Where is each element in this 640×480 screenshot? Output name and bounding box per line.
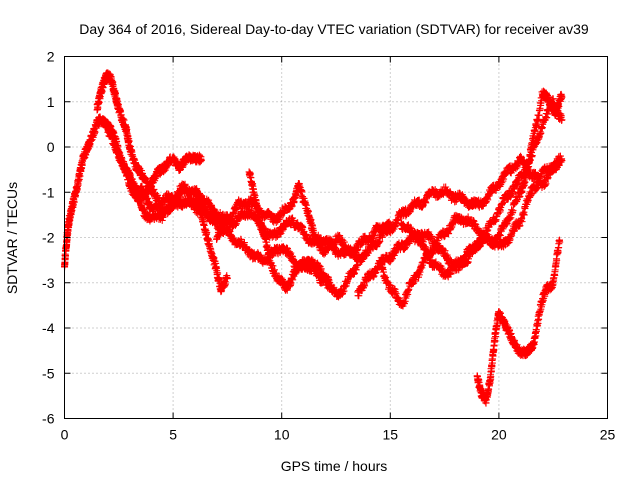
data-point [197,157,205,165]
series-track-2 [93,69,205,192]
series-track-7 [245,168,333,294]
series-track-10 [375,87,566,310]
data-point [120,116,128,124]
data-point [76,172,84,180]
data-points [61,69,566,407]
